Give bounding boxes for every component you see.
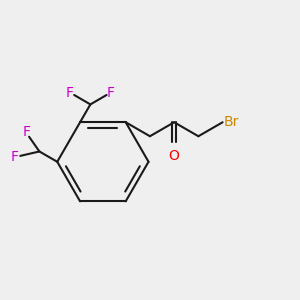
Text: O: O xyxy=(169,149,180,163)
Text: F: F xyxy=(11,150,18,164)
Text: F: F xyxy=(66,85,74,100)
Text: Br: Br xyxy=(224,115,239,129)
Text: F: F xyxy=(107,85,115,100)
Text: F: F xyxy=(22,125,30,139)
